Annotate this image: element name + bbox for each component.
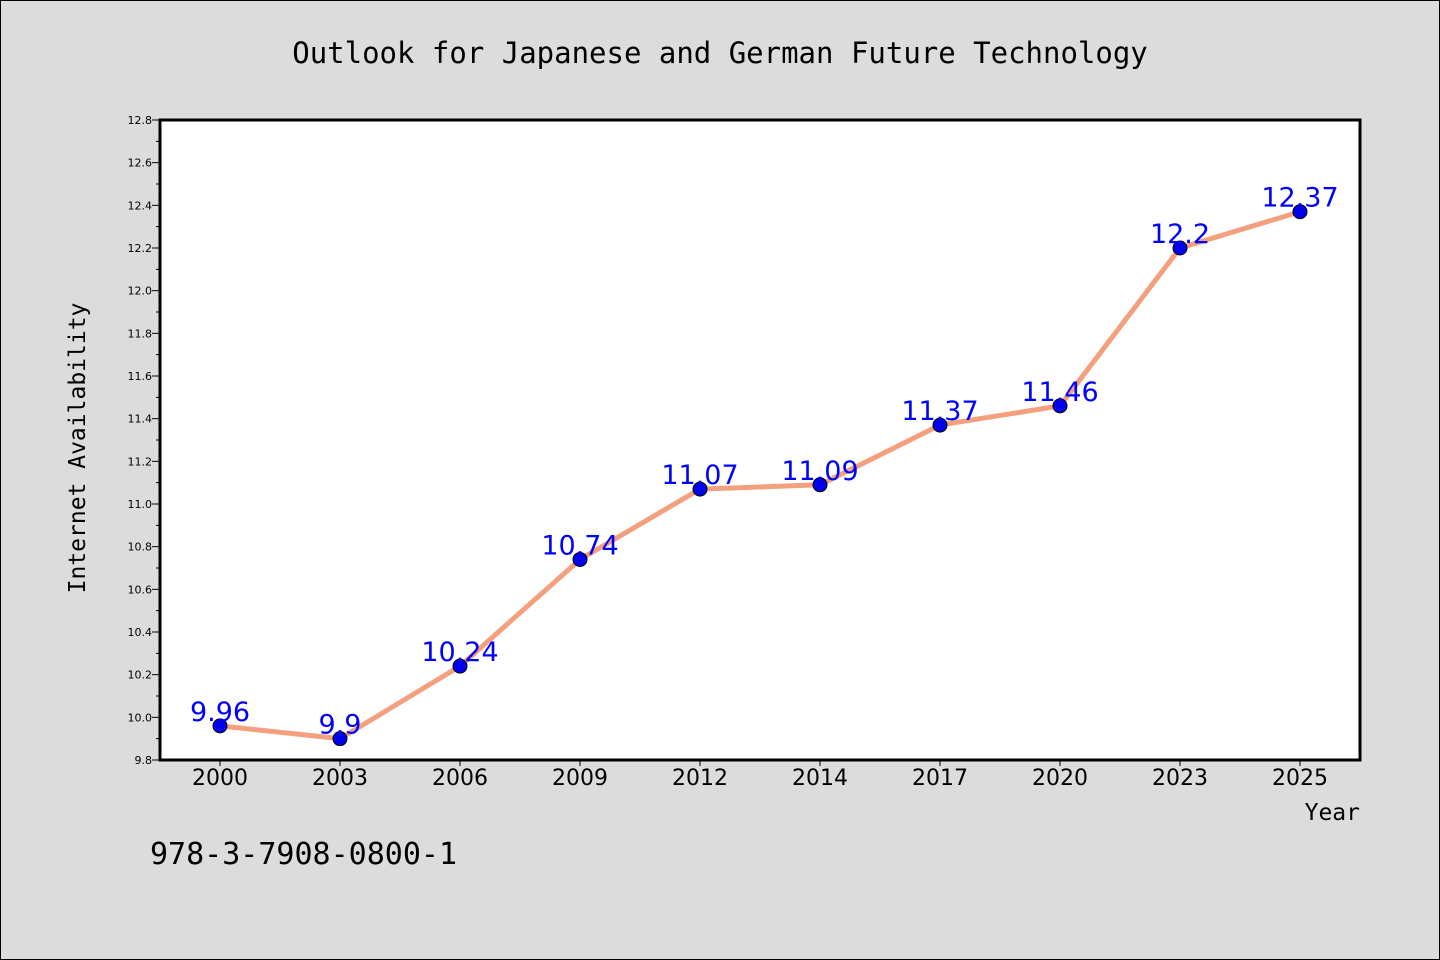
data-point: [1292, 204, 1308, 220]
y-tick-label: 12.2: [128, 242, 153, 255]
x-tick-label: 2014: [792, 766, 848, 791]
data-labels: 9.96 9.9 10.24 10.74 11.07 11.09 11.37 11.46 12.…: [190, 183, 1339, 741]
x-axis-label: Year: [1305, 800, 1360, 826]
y-axis-label: Internet Availability: [65, 303, 91, 594]
data-point: [452, 658, 468, 674]
series-line-group: [219, 209, 1301, 742]
y-tick-label: 12.6: [128, 157, 153, 170]
data-label: 12.2: [1150, 219, 1210, 250]
data-label: 10.74: [541, 530, 618, 561]
data-point: [572, 551, 588, 567]
x-axis-ticks: 2000 2003 2006 2009 2012 2014 2017 2020 2023 2025: [192, 760, 1328, 791]
x-tick-label: 2025: [1272, 766, 1328, 791]
y-axis-ticks: 9.8 10.0 10.2 10.4 10.6 10.8 11.0 11.2 11.4 11.6 1…: [128, 114, 160, 767]
data-label: 9.9: [319, 710, 362, 741]
data-label: 11.37: [901, 396, 978, 427]
data-label: 9.96: [190, 697, 250, 728]
x-tick-label: 2009: [552, 766, 608, 791]
data-point: [932, 417, 948, 433]
y-tick-label: 10.6: [128, 583, 153, 596]
y-tick-label: 11.4: [128, 413, 153, 426]
y-tick-label: 12.8: [128, 114, 153, 127]
data-point: [692, 481, 708, 497]
x-tick-label: 2000: [192, 766, 248, 791]
x-tick-label: 2020: [1032, 766, 1088, 791]
data-markers: [212, 204, 1308, 747]
data-label: 11.07: [661, 460, 738, 491]
data-label: 10.24: [421, 637, 498, 668]
data-point: [1172, 240, 1188, 256]
chart-title: Outlook for Japanese and German Future T…: [292, 36, 1148, 70]
data-label: 11.09: [781, 456, 858, 487]
y-tick-label: 11.6: [128, 370, 153, 383]
data-point: [812, 477, 828, 493]
data-point: [332, 731, 348, 747]
y-tick-label: 10.4: [128, 626, 153, 639]
plot-area: [160, 120, 1360, 760]
y-tick-label: 10.0: [128, 711, 153, 724]
y-tick-label: 11.8: [128, 327, 153, 340]
y-tick-label: 12.0: [128, 285, 153, 298]
x-tick-label: 2017: [912, 766, 968, 791]
x-tick-label: 2003: [312, 766, 368, 791]
y-tick-label: 12.4: [128, 199, 153, 212]
series-line: [219, 209, 1301, 742]
x-tick-label: 2012: [672, 766, 728, 791]
data-point: [212, 718, 228, 734]
y-tick-label: 10.8: [128, 541, 153, 554]
y-tick-label: 11.0: [128, 498, 153, 511]
x-tick-label: 2006: [432, 766, 488, 791]
footer-code: 978-3-7908-0800-1: [150, 837, 457, 872]
y-tick-label: 11.2: [128, 455, 153, 468]
data-point: [1052, 398, 1068, 414]
data-label: 11.46: [1021, 377, 1098, 408]
plot-border: [158, 118, 1362, 762]
x-tick-label: 2023: [1152, 766, 1208, 791]
y-tick-label: 10.2: [128, 669, 153, 682]
y-tick-label: 9.8: [135, 754, 153, 767]
data-label: 12.37: [1261, 183, 1338, 214]
